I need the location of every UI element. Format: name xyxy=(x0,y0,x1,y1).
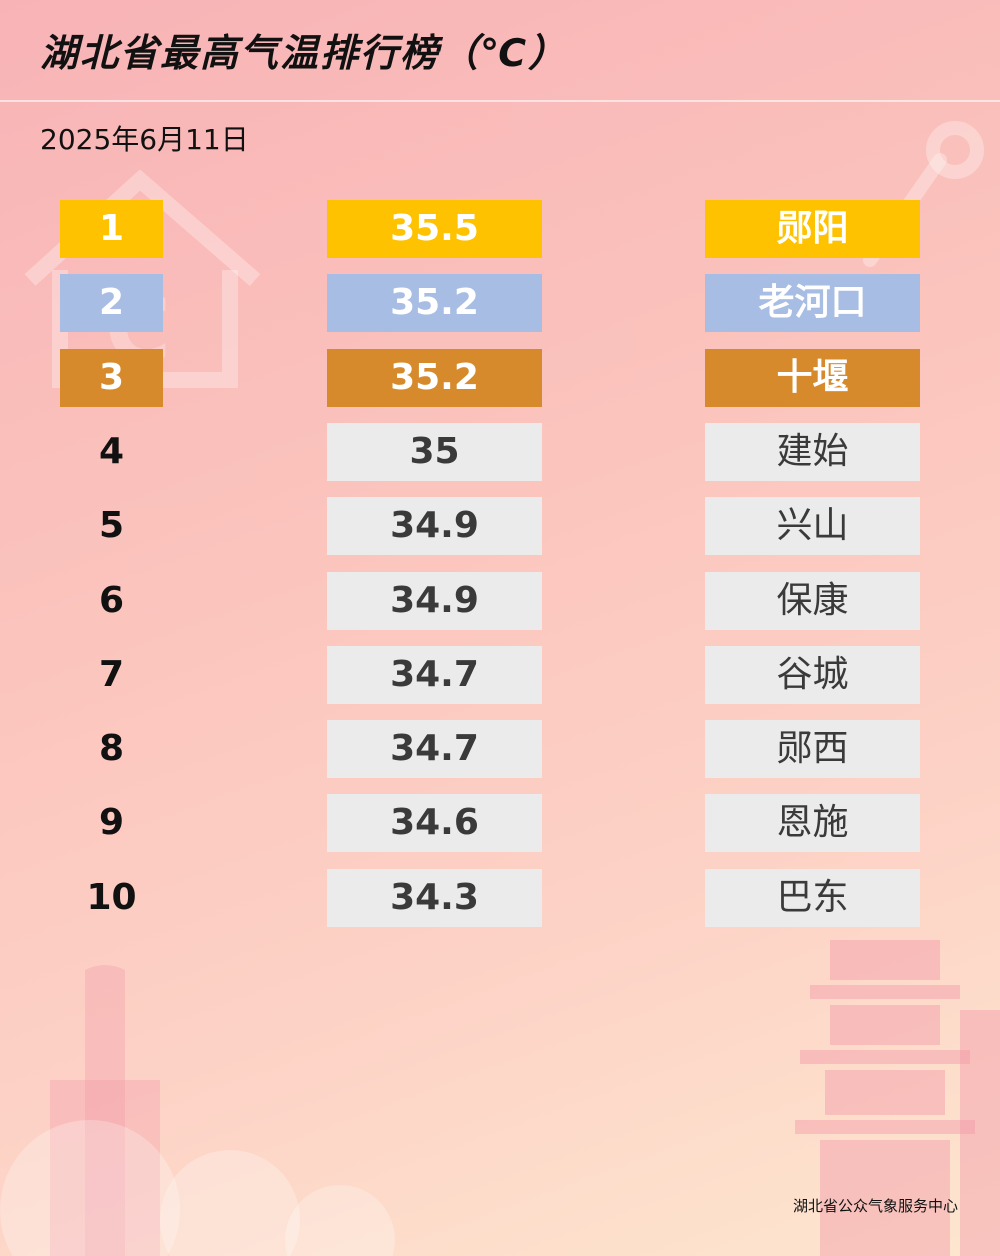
cloud-decoration xyxy=(0,1120,395,1256)
temperature-cell: 35.2 xyxy=(327,274,542,333)
rank-cell: 10 xyxy=(86,876,137,918)
table-row: 1 35.5 郧阳 xyxy=(0,200,1000,258)
temperature-cell: 34.6 xyxy=(327,794,542,853)
station-cell: 巴东 xyxy=(705,868,920,927)
temperature-cell: 34.3 xyxy=(327,868,542,927)
temperature-cell: 34.9 xyxy=(327,571,542,630)
table-row: 8 34.7 郧西 xyxy=(0,720,1000,779)
title-divider xyxy=(0,100,1000,102)
table-row: 3 35.2 十堰 xyxy=(0,348,1000,407)
table-row: 10 34.3 巴东 xyxy=(0,868,1000,927)
station-cell: 十堰 xyxy=(705,348,920,407)
table-row: 7 34.7 谷城 xyxy=(0,645,1000,704)
station-cell: 建始 xyxy=(705,422,920,481)
date-label: 2025年6月11日 xyxy=(40,123,249,156)
station-cell: 谷城 xyxy=(705,645,920,704)
temperature-cell: 35.5 xyxy=(327,200,542,258)
station-cell: 保康 xyxy=(705,571,920,630)
rank-cell: 8 xyxy=(98,728,125,770)
station-cell: 兴山 xyxy=(705,497,920,556)
rank-cell: 9 xyxy=(98,802,125,844)
temperature-cell: 34.7 xyxy=(327,645,542,704)
station-cell: 老河口 xyxy=(705,274,920,333)
temperature-cell: 34.7 xyxy=(327,720,542,779)
rank-cell: 4 xyxy=(98,430,125,472)
rank-cell: 2 xyxy=(60,274,163,333)
station-cell: 郧西 xyxy=(705,720,920,779)
page-title: 湖北省最高气温排行榜（℃） xyxy=(40,31,569,75)
rank-cell: 7 xyxy=(98,653,125,695)
table-row: 2 35.2 老河口 xyxy=(0,274,1000,333)
source-credit: 湖北省公众气象服务中心 xyxy=(792,1197,958,1215)
rank-cell: 5 xyxy=(98,505,125,547)
station-cell: 恩施 xyxy=(705,794,920,853)
temperature-cell: 35 xyxy=(327,422,542,481)
station-cell: 郧阳 xyxy=(705,200,920,258)
table-row: 6 34.9 保康 xyxy=(0,571,1000,630)
rank-cell: 6 xyxy=(98,579,125,621)
table-row: 5 34.9 兴山 xyxy=(0,497,1000,556)
rank-cell: 1 xyxy=(60,200,163,258)
rank-cell: 3 xyxy=(60,348,163,407)
table-row: 9 34.6 恩施 xyxy=(0,794,1000,853)
temperature-cell: 34.9 xyxy=(327,497,542,556)
temperature-cell: 35.2 xyxy=(327,348,542,407)
tower-decoration xyxy=(50,965,160,1256)
table-row: 4 35 建始 xyxy=(0,422,1000,481)
